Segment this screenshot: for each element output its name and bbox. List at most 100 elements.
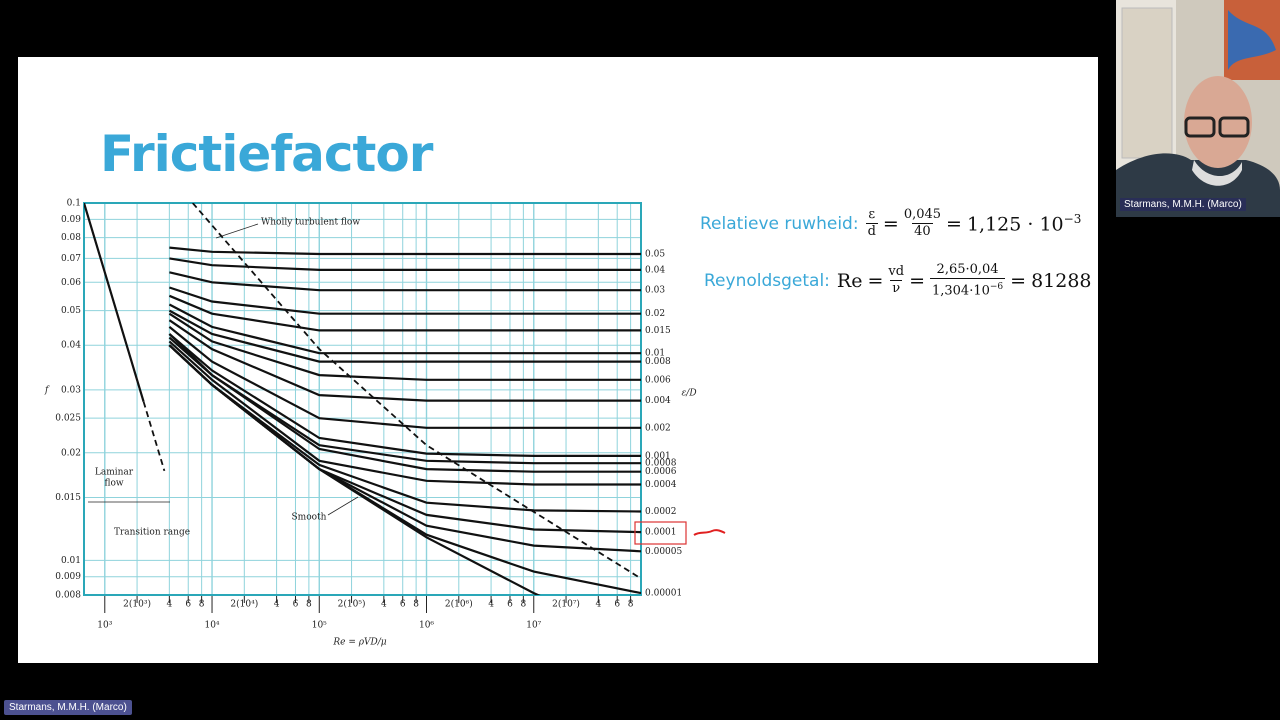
x-tick-label: 8 (628, 600, 634, 610)
curve (168, 309, 641, 363)
x-tick-label: 8 (413, 600, 419, 610)
head (1184, 76, 1252, 168)
annotation: Wholly turbulent flow (261, 218, 360, 228)
y-tick-label: 0.08 (61, 233, 81, 243)
curve (192, 203, 639, 578)
numerator: 2,65·0,04 (936, 262, 999, 277)
y-tick-label: 0.009 (55, 572, 81, 582)
annotation: flow (104, 479, 123, 489)
exponent: −6 (989, 282, 1004, 292)
roughness-label: 0.004 (645, 396, 671, 406)
x-tick-label: 10⁷ (526, 621, 541, 631)
x-tick-label: 2(10³) (123, 599, 151, 610)
curve (168, 344, 541, 595)
curve (84, 203, 145, 403)
roughness-label: 0.01 (645, 349, 665, 359)
plot-frame (83, 202, 642, 596)
webcam-image (1116, 0, 1280, 217)
x-tick-label: 6 (507, 600, 513, 610)
roughness-label: 0.03 (645, 286, 665, 296)
glasses (1218, 116, 1250, 138)
denominator: 1,304·10−6 (929, 278, 1006, 299)
annotation: Laminar (95, 468, 134, 478)
annotation: Transition range (114, 528, 190, 538)
denominator: ν (890, 280, 903, 297)
x-tick-label: 2(10⁷) (552, 599, 580, 610)
exponent: −3 (1063, 211, 1082, 226)
x-tick-label: 10⁵ (312, 621, 327, 631)
numerator: ε (868, 207, 876, 222)
x-tick-label: 8 (520, 600, 526, 610)
highlight-box (634, 521, 687, 545)
equation-label: Reynoldsgetal: (704, 270, 830, 291)
y-tick-label: 0.01 (61, 556, 81, 566)
beard (1192, 160, 1242, 186)
x-tick-label: 4 (595, 600, 601, 610)
slide-title: Frictiefactor (100, 125, 433, 183)
x-axis-title: Re = ρVD/μ (332, 638, 386, 648)
operator: = (946, 212, 962, 235)
y-tick-label: 0.03 (61, 385, 81, 395)
roughness-label: 0.0004 (645, 480, 677, 490)
curve (168, 312, 641, 381)
result-base: 1,125 · 10 (966, 213, 1064, 236)
x-tick-label: 8 (306, 600, 312, 610)
webcam-tile (1116, 0, 1280, 217)
y-tick-label: 0.015 (55, 493, 81, 503)
roughness-label: 0.02 (645, 309, 665, 319)
y-tick-label: 0.1 (67, 199, 81, 209)
y-tick-label: 0.05 (61, 306, 81, 316)
curve (168, 294, 641, 332)
painting-detail (1228, 10, 1276, 70)
roughness-label: 0.05 (645, 249, 665, 259)
annotation: Smooth (292, 513, 327, 523)
x-tick-label: 4 (274, 600, 280, 610)
y-axis-title: f (44, 386, 50, 396)
x-tick-label: 6 (293, 600, 299, 610)
fraction: 2,65·0,04 1,304·10−6 (929, 262, 1006, 299)
glasses (1184, 116, 1216, 138)
x-tick-label: 4 (488, 600, 494, 610)
denominator: d (865, 223, 878, 239)
curve (168, 336, 641, 473)
roughness-label: 0.006 (645, 375, 671, 385)
x-tick-label: 2(10⁴) (230, 599, 258, 610)
presenter-name: Starmans, M.M.H. (Marco) (4, 700, 132, 715)
curve (168, 340, 641, 486)
roughness-label: 0.002 (645, 423, 671, 433)
y-tick-label: 0.02 (61, 448, 81, 458)
leader-line (327, 496, 359, 516)
y-tick-label: 0.008 (55, 591, 81, 601)
denominator: 40 (912, 223, 933, 239)
numerator: 0,045 (903, 207, 942, 222)
curves (84, 203, 641, 595)
leader-line (215, 223, 259, 239)
y-tick-label: 0.04 (61, 341, 81, 351)
x-tick-label: 6 (185, 600, 191, 610)
x-tick-label: 8 (199, 600, 205, 610)
den-base: 1,304·10 (931, 283, 990, 299)
x-tick-label: 6 (614, 600, 620, 610)
result: 1,125 · 10−3 (967, 212, 1081, 235)
y2-axis-title: ε/D (681, 389, 696, 399)
door (1121, 7, 1173, 159)
reynolds-equation: Reynoldsgetal: Re = vd ν = 2,65·0,04 1,304… (704, 262, 1092, 299)
y-tick-label: 0.025 (55, 414, 81, 424)
x-tick-label: 10⁴ (204, 621, 219, 631)
operator: = (909, 269, 925, 292)
curve (169, 271, 641, 292)
curve (169, 257, 641, 271)
x-tick-label: 4 (166, 600, 172, 610)
result: 81288 (1031, 269, 1092, 292)
roughness-label: 0.0002 (645, 507, 677, 517)
y-tick-label: 0.09 (61, 215, 81, 225)
x-tick-label: 4 (381, 600, 387, 610)
equation-label: Relatieve ruwheid: (700, 213, 859, 234)
x-tick-label: 2(10⁶) (445, 599, 473, 610)
operator: = (1010, 269, 1027, 292)
roughness-label: 0.0001 (645, 528, 677, 538)
fraction: 0,045 40 (904, 207, 941, 240)
